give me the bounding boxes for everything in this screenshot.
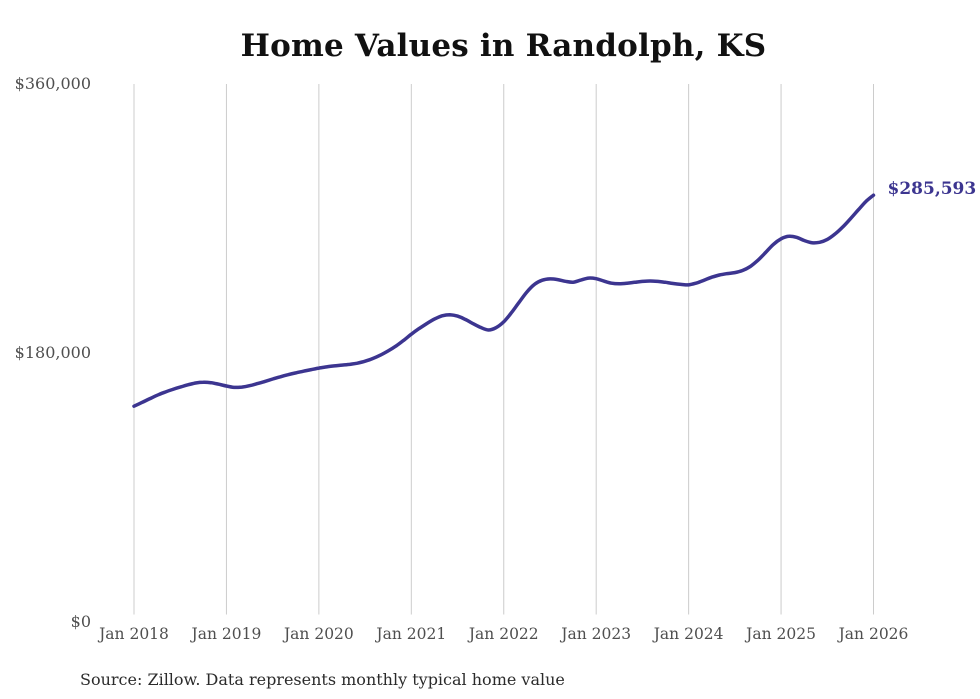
source-note: Source: Zillow. Data represents monthly …	[80, 670, 565, 689]
x-axis-tick-label: Jan 2019	[191, 625, 262, 643]
x-axis-tick-label: Jan 2020	[283, 625, 354, 643]
y-axis-tick-label: $180,000	[14, 343, 91, 362]
x-axis-tick-label: Jan 2025	[746, 625, 816, 643]
latest-value-label: $285,593	[887, 179, 977, 200]
y-axis-tick-label: $0	[70, 612, 91, 631]
value-line	[132, 193, 876, 408]
x-axis-tick-label: Jan 2026	[838, 625, 909, 643]
x-axis-tick-label: Jan 2021	[376, 625, 447, 643]
x-axis-tick-label: Jan 2023	[561, 625, 632, 643]
y-axis-tick-label: $360,000	[14, 74, 91, 93]
x-axis-tick-label: Jan 2024	[653, 625, 724, 643]
chart-title: Home Values in Randolph, KS	[240, 28, 767, 64]
x-axis-tick-label: Jan 2018	[99, 625, 169, 643]
x-axis-tick-label: Jan 2022	[468, 625, 539, 643]
